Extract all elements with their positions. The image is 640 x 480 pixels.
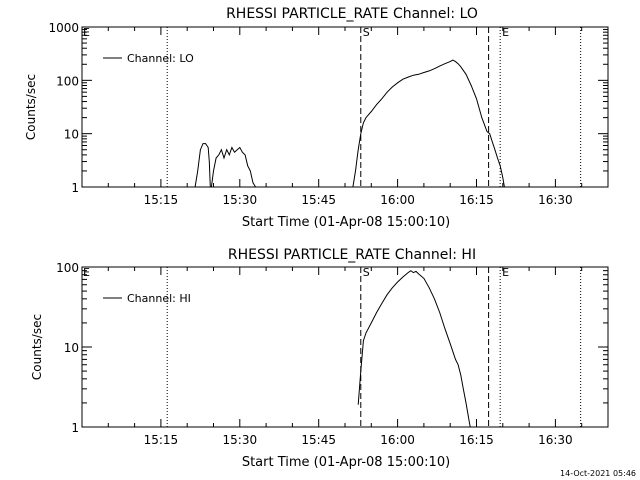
x-tick-label: 15:45 (301, 433, 336, 447)
chart-panel-hi: RHESSI PARTICLE_RATE Channel: HI 15:15 15… (30, 247, 609, 470)
marker-label: E (502, 266, 509, 279)
x-axis-label: Start Time (01-Apr-08 15:00:10) (242, 455, 450, 470)
y-tick-label: 10 (64, 341, 79, 355)
x-tick-label: 15:15 (144, 433, 179, 447)
marker-label-left: E (83, 266, 90, 279)
series-line (352, 59, 505, 188)
x-tick-label: 16:30 (538, 433, 573, 447)
y-axis-label: Counts/sec (24, 74, 38, 140)
x-tick-label: 16:30 (538, 193, 573, 207)
y-tick-label: 1000 (48, 21, 79, 35)
x-tick-label: 15:30 (223, 193, 258, 207)
series-line (357, 270, 471, 428)
series-line (210, 146, 257, 188)
plot-frame (81, 26, 609, 188)
marker-label: E (502, 26, 509, 39)
y-axis-label: Counts/sec (30, 314, 44, 380)
y-tick-label: 1 (71, 421, 79, 435)
timestamp: 14-Oct-2021 05:46 (560, 469, 636, 478)
x-tick-label: 15:15 (144, 193, 179, 207)
x-tick-label: 15:45 (301, 193, 336, 207)
chart-marks: 15:15 15:30 15:45 16:00 16:15 16:30 1 10 100 E S E (56, 261, 608, 447)
x-tick-label: 15:30 (223, 433, 258, 447)
marker-label-left: E (83, 26, 90, 39)
chart-title: RHESSI PARTICLE_RATE Channel: LO (226, 6, 478, 22)
y-tick-label: 100 (56, 74, 79, 88)
series-line (194, 143, 211, 188)
x-axis-label: Start Time (01-Apr-08 15:00:10) (242, 215, 450, 230)
chart-marks: 15:15 15:30 15:45 16:00 16:15 16:30 1 10 100 1000… (48, 21, 608, 207)
chart-panel-lo: RHESSI PARTICLE_RATE Channel: LO 15:15 15… (24, 6, 609, 230)
legend-label: Channel: LO (127, 52, 194, 65)
marker-label: S (363, 26, 370, 39)
x-tick-label: 16:15 (459, 433, 494, 447)
x-tick-label: 16:15 (459, 193, 494, 207)
y-tick-label: 1 (71, 181, 79, 195)
x-tick-label: 16:00 (380, 193, 415, 207)
x-tick-label: 16:00 (380, 433, 415, 447)
plot-frame (81, 266, 609, 428)
y-tick-label: 100 (56, 261, 79, 275)
y-tick-label: 10 (64, 128, 79, 142)
chart-title: RHESSI PARTICLE_RATE Channel: HI (228, 247, 476, 263)
legend-label: Channel: HI (127, 292, 191, 305)
marker-label: S (363, 266, 370, 279)
